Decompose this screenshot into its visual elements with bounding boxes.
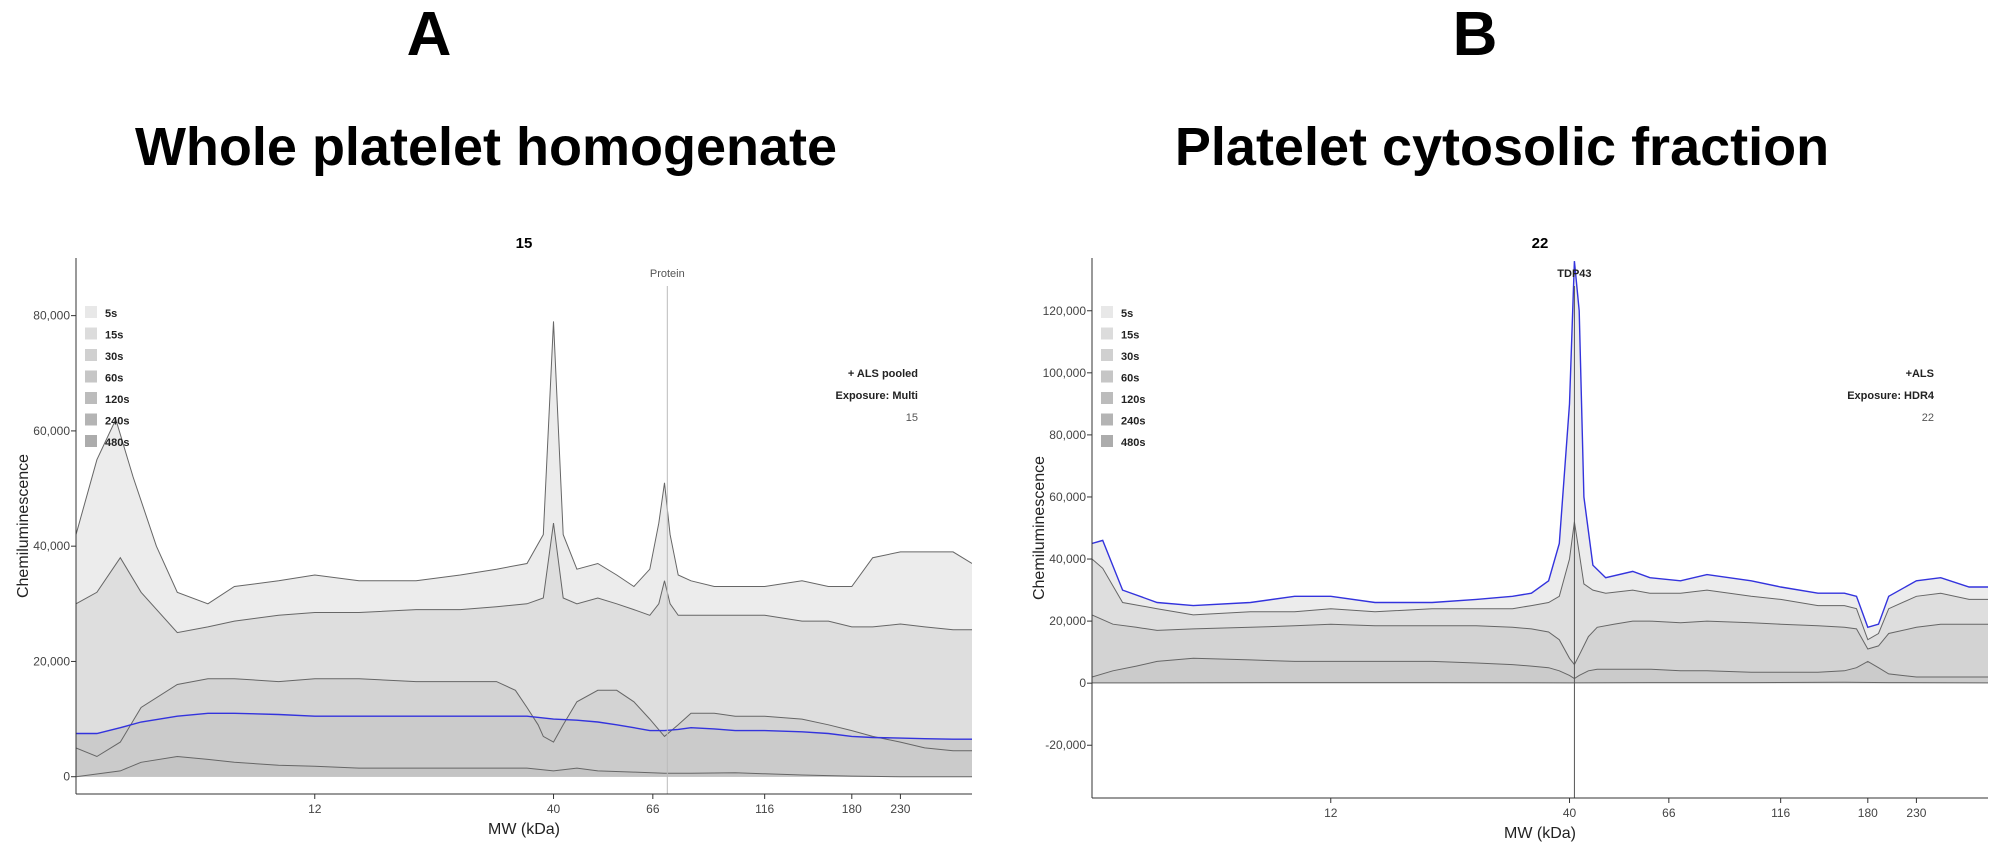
chart-b-x-tick-label-4: 180 [1858, 806, 1878, 820]
chart-b-legend-swatch-2 [1101, 349, 1113, 361]
chart-b-annotation-line1: +ALS [1906, 368, 1934, 380]
chart-b-x-axis-label: MW (kDa) [1504, 825, 1576, 842]
panel-letter-a: A [406, 0, 452, 69]
chart-b-legend-label-0: 5s [1121, 308, 1133, 320]
chart-a-marker-label: Protein [650, 268, 685, 280]
chart-a-y-tick-label-4: 80,000 [33, 309, 70, 323]
chart-a-y-tick-label-0: 0 [63, 770, 70, 784]
chart-a-x-tick-label-2: 66 [646, 802, 660, 816]
chart-a-series-line-3 [76, 712, 972, 740]
chart-b-x-tick-label-5: 230 [1906, 806, 1926, 820]
chart-a-x-tick-label-1: 40 [547, 802, 561, 816]
chart-b-legend-swatch-4 [1101, 392, 1113, 404]
chart-b-x-tick-label-3: 116 [1771, 806, 1790, 820]
chart-b-y-tick-label-3: 40,000 [1049, 552, 1086, 566]
chart-b-legend-label-2: 30s [1121, 351, 1139, 363]
chart-a-legend-swatch-5 [85, 413, 97, 426]
chart-a-x-axis-label: MW (kDa) [488, 821, 560, 838]
chart-b-legend-swatch-3 [1101, 370, 1113, 383]
chart-a-plot-group [76, 321, 972, 778]
chart-a-y-tick-label-1: 20,000 [33, 654, 70, 668]
panel-title-a: Whole platelet homogenate [134, 117, 838, 177]
chart-a-legend-label-4: 120s [105, 394, 129, 406]
chart-a-legend-label-6: 480s [105, 437, 129, 449]
chart-b-y-tick-label-5: 80,000 [1049, 428, 1086, 442]
chart-b-y-tick-label-2: 20,000 [1049, 614, 1086, 628]
chart-a-series-line-1 [76, 523, 972, 634]
chart-b-x-tick-label-2: 66 [1662, 806, 1676, 820]
chart-a-legend-label-0: 5s [105, 308, 117, 320]
chart-b-series-area-3 [1092, 658, 1988, 684]
chart-b-legend-label-3: 60s [1121, 373, 1139, 385]
chart-a-legend-label-2: 30s [105, 351, 123, 363]
panel-title-b: Platelet cytosolic fraction [1174, 117, 1830, 177]
chart-a-legend-label-1: 15s [105, 330, 123, 342]
chart-a-legend-swatch-3 [85, 370, 97, 383]
chart-b-series-line-1 [1092, 521, 1988, 641]
chart-a-series-line-2 [76, 678, 972, 758]
chart-a-y-tick-label-3: 60,000 [33, 424, 70, 438]
chart-b-series-line-3 [1092, 657, 1988, 680]
chart-a-y-axis-label: Chemiluminescence [15, 454, 32, 598]
chart-a-series-area-4 [76, 756, 972, 777]
chart-a-legend-swatch-4 [85, 392, 97, 404]
chart-a-series-line-4 [76, 755, 972, 778]
chart-b-legend-label-4: 120s [1121, 394, 1145, 406]
chart-b-y-tick-label-4: 60,000 [1049, 490, 1086, 504]
chart-b-series-line-2 [1092, 614, 1988, 666]
chart-b-legend-swatch-1 [1101, 327, 1113, 340]
chart-b-annotation-line3: 22 [1922, 412, 1934, 424]
chart-a-x-tick-label-3: 116 [755, 802, 774, 816]
chart-b-legend-swatch-0 [1101, 306, 1113, 318]
chart-b-annotation-line2: Exposure: HDR4 [1847, 390, 1935, 402]
chart-a-annotation-line2: Exposure: Multi [835, 390, 918, 402]
chart-a-legend-swatch-2 [85, 349, 97, 361]
chart-a-legend-label-5: 240s [105, 416, 129, 428]
chart-a-x-tick-label-4: 180 [842, 802, 862, 816]
chart-a-x-tick-label-0: 12 [308, 802, 322, 816]
chart-b-series-line-0 [1092, 261, 1988, 629]
panel-letter-b: B [1452, 0, 1498, 69]
chart-a-title: 15 [516, 235, 533, 252]
chart-b-y-tick-label-6: 100,000 [1043, 366, 1087, 380]
chart-a-annotation-line3: 15 [906, 412, 918, 424]
chart-b-x-tick-label-1: 40 [1563, 806, 1577, 820]
chart-b-legend-swatch-5 [1101, 413, 1113, 426]
chart-b-y-tick-label-7: 120,000 [1043, 304, 1087, 318]
chart-b-legend-label-6: 480s [1121, 437, 1145, 449]
chart-b-marker-label: TDP43 [1557, 268, 1591, 280]
chart-b-series-line-4 [1092, 681, 1988, 684]
chart-a-series-line-0 [76, 321, 972, 605]
chart-b-legend-label-5: 240s [1121, 416, 1145, 428]
chart-b-y-tick-label-0: -20,000 [1045, 738, 1086, 752]
chart-a-annotation-line1: + ALS pooled [848, 368, 918, 380]
chart-b-y-tick-label-1: 0 [1079, 676, 1086, 690]
chart-a-legend-label-3: 60s [105, 373, 123, 385]
chart-a-legend-swatch-0 [85, 306, 97, 318]
chart-a-x-tick-label-5: 230 [890, 802, 910, 816]
chart-b-legend-label-1: 15s [1121, 330, 1139, 342]
chart-b-plot-group [1092, 261, 1988, 684]
chart-b-y-axis-label: Chemiluminescence [1031, 456, 1048, 600]
chart-a-series-area-3 [76, 713, 972, 777]
chart-b-title: 22 [1532, 235, 1549, 252]
chart-b-x-tick-label-0: 12 [1324, 806, 1338, 820]
chart-a-legend-swatch-1 [85, 327, 97, 340]
chart-a-y-tick-label-2: 40,000 [33, 539, 70, 553]
chart-a-legend-swatch-6 [85, 435, 97, 447]
chart-b-legend-swatch-6 [1101, 435, 1113, 447]
